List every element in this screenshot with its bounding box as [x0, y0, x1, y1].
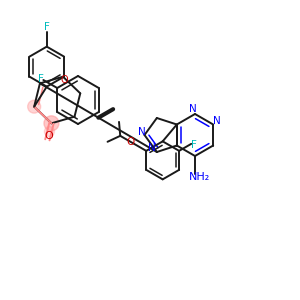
Circle shape [28, 100, 41, 113]
Circle shape [44, 127, 54, 136]
Text: F: F [38, 74, 44, 84]
Text: N: N [213, 116, 221, 127]
Circle shape [44, 116, 59, 131]
Text: NH₂: NH₂ [188, 172, 210, 182]
Text: F: F [44, 22, 50, 32]
Text: O: O [126, 137, 134, 147]
Text: O: O [60, 75, 68, 85]
Text: N: N [148, 143, 156, 153]
Text: N: N [138, 127, 146, 137]
Text: F: F [191, 140, 197, 150]
Text: N: N [189, 104, 197, 114]
Text: O: O [44, 131, 53, 141]
